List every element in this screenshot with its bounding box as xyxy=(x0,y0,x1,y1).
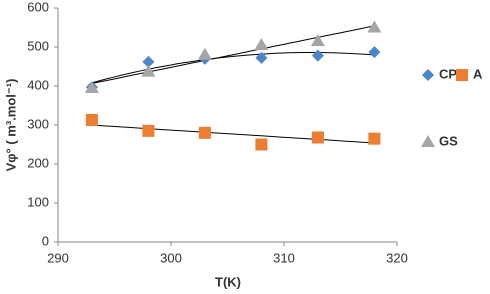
marker xyxy=(84,80,99,93)
trendline xyxy=(91,52,375,84)
y-tick-label: 200 xyxy=(27,155,49,170)
y-tick-label: 500 xyxy=(27,38,49,53)
x-tick-label: 300 xyxy=(160,250,182,265)
marker xyxy=(368,46,381,59)
marker xyxy=(311,131,324,144)
marker xyxy=(85,113,98,126)
trendline xyxy=(91,25,375,84)
marker xyxy=(254,38,269,51)
marker xyxy=(142,124,155,137)
legend-label: CP xyxy=(439,66,457,81)
marker xyxy=(311,49,324,62)
marker xyxy=(197,47,212,60)
y-tick-label: 100 xyxy=(27,194,49,209)
y-tick-label: 400 xyxy=(27,77,49,92)
y-axis-label: Vφ° ( m³.mol⁻¹) xyxy=(3,79,18,172)
legend-marker xyxy=(422,69,434,81)
x-tick-label: 310 xyxy=(273,250,295,265)
marker xyxy=(255,138,268,151)
marker xyxy=(367,20,382,33)
marker xyxy=(141,64,156,77)
trendline xyxy=(91,124,375,144)
y-tick-label: 0 xyxy=(42,233,49,248)
marker xyxy=(255,51,268,64)
x-tick-label: 290 xyxy=(47,250,69,265)
x-axis-label: T(K) xyxy=(215,274,241,289)
legend-marker xyxy=(456,69,468,81)
marker xyxy=(142,55,155,68)
y-tick-label: 300 xyxy=(27,116,49,131)
marker xyxy=(368,132,381,145)
x-tick-label: 320 xyxy=(386,250,408,265)
legend-label: A xyxy=(473,66,483,81)
y-tick-label: 600 xyxy=(27,0,49,14)
marker xyxy=(310,34,325,47)
legend-label: GS xyxy=(439,133,458,148)
legend-marker xyxy=(421,135,435,147)
marker xyxy=(198,126,211,139)
